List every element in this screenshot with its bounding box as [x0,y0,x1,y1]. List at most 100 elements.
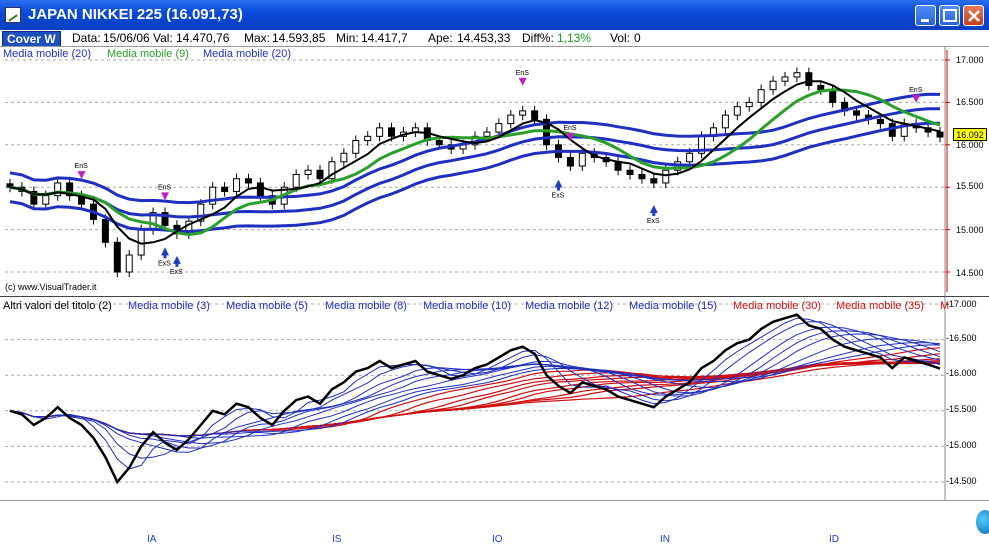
candle-body [388,127,396,137]
candle-body [638,173,646,180]
exs-signal-label: ExS [647,218,660,225]
candle-body [221,186,229,192]
upper-legend-item[interactable]: Media mobile (9) [107,48,189,60]
panel-divider-bottom [0,500,989,501]
min-label: Min: [336,31,359,45]
short-ma-ribbon-line [9,342,941,437]
candle-body [745,101,753,108]
exs-arrow-icon [161,247,169,256]
candle-body [936,131,944,138]
panel-divider-top [0,46,989,47]
candle-body [686,152,694,163]
candle-body [853,110,861,116]
ape-value: 14.453,33 [457,31,511,45]
lower-legend-item[interactable]: Media mobile (8) [325,300,407,312]
window-title: JAPAN NIKKEI 225 (16.091,73) [28,6,243,23]
minimize-button[interactable] [915,5,936,26]
candle-body [531,110,539,120]
long-ma-ribbon-line [9,361,941,437]
candle-body [197,203,205,222]
lower-legend-item[interactable]: Media mobile (3) [128,300,210,312]
panel-divider-middle [0,296,989,297]
lower-legend-item[interactable]: Media mobile (30) [733,300,822,312]
candle-body [483,131,491,137]
upper-axis-tick: 14.500 [956,268,984,278]
maximize-button[interactable] [939,5,960,26]
short-ma-ribbon-line [9,321,941,459]
lower-legend-item[interactable]: Media mobile (12) [525,300,614,312]
ape-label: Ape: [428,31,453,45]
ma5-line [9,80,941,245]
upper-axis-tick: 17.000 [956,55,984,65]
long-ma-ribbon-line [9,361,941,437]
lower-legend-item[interactable]: Media mobile (5) [226,300,308,312]
candle-body [54,182,62,197]
quote-info-bar: Cover W Data: 15/06/06 Val: 14.470,76 Ma… [0,30,989,47]
data-label: Data: [72,31,101,45]
candle-body [650,178,658,184]
upper-axis-tick: 15.500 [956,181,984,191]
candle-body [113,241,121,273]
ens-arrow-icon [912,94,921,103]
short-ma-ribbon-line [9,338,941,439]
exs-arrow-icon [554,179,563,188]
upper-legend-item[interactable]: Media mobile (20) [203,48,292,60]
candle-body [721,114,729,129]
close-button[interactable] [963,5,984,26]
exs-signal-label: ExS [158,260,171,267]
lower-legend-item[interactable]: Media mobile (15) [629,300,718,312]
candle-body [292,173,300,188]
exs-arrow-icon [172,255,181,264]
ma20-upper-band-line [9,92,941,205]
lower-legend-item[interactable]: Media mobile (35) [836,300,925,312]
month-label: IO [492,534,503,545]
upper-legend-item[interactable]: Media mobile (20) [3,48,92,60]
upper-axis-tick: 16.000 [956,140,984,150]
candle-body [626,169,634,175]
candle-body [352,140,360,154]
candle-body [42,195,50,205]
month-label: IN [660,534,670,545]
candle-body [733,106,741,116]
vol-label: Vol: [610,31,631,45]
candle-body [519,110,527,116]
candle-body [435,140,443,146]
exs-arrow-stem [556,186,560,191]
candle-body [30,190,38,205]
candle-body [233,178,241,192]
ens-signal-label: EnS [909,87,923,94]
candle-body [256,182,264,197]
lower-legend-item[interactable]: Media mobile (10) [423,300,512,312]
globe-icon[interactable] [976,510,989,534]
candle-body [316,169,324,180]
price-line [9,313,941,485]
candle-body [244,178,252,184]
candle-body [209,186,217,205]
diff-value: 1,13% [557,31,592,45]
ens-signal-label: EnS [563,125,577,132]
candle-body [364,135,372,142]
exs-arrow-stem [652,211,656,216]
copyright-text: (c) www.VisualTrader.it [5,282,97,292]
lower-axis-tick: -14.500 [946,476,977,486]
short-ma-ribbon-line [9,344,941,437]
candle-body [101,218,109,243]
app-icon [5,7,21,23]
min-value: 14.417,7 [361,31,408,45]
ens-signal-label: EnS [158,184,172,191]
ma20-line [9,107,940,219]
candle-body [829,89,837,103]
upper-axis-tick: 15.000 [956,225,984,235]
candle-body [876,118,884,125]
candle-body [757,89,765,103]
lower-legend-item[interactable]: Altri valori del titolo (2) [3,300,112,312]
exs-signal-label: ExS [170,269,183,276]
candle-body [495,123,503,133]
candle-body [662,169,670,184]
exs-signal-label: ExS [551,193,564,200]
vol-value: 0 [634,31,641,45]
ens-arrow-icon [566,133,575,141]
lower-axis-tick: -15.500 [946,404,977,414]
lower-legend-item[interactable]: M [940,300,950,312]
